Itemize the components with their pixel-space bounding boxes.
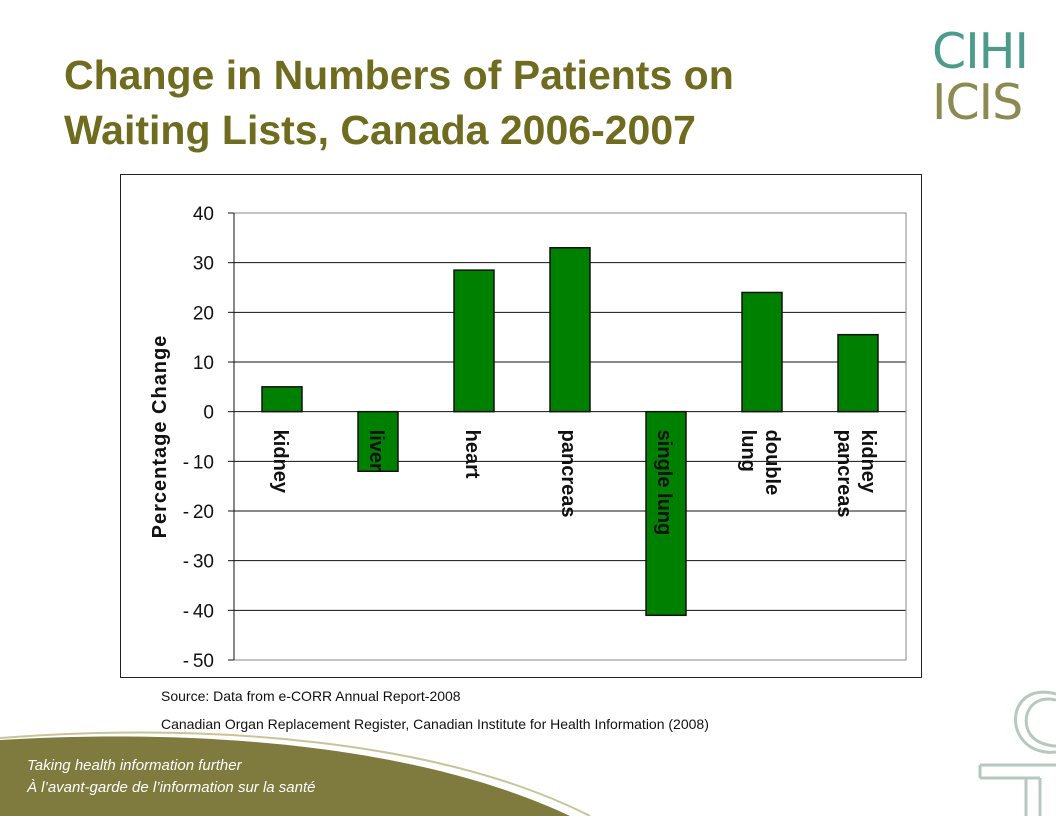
- cihi-emblem-outline: [978, 690, 1056, 816]
- cihi-logo: CIHI ICIS: [932, 26, 1032, 128]
- y-tick-label: 10: [193, 353, 214, 374]
- source-line-1: Source: Data from e-CORR Annual Report-2…: [161, 688, 461, 704]
- y-tick-label: - 10: [183, 452, 214, 473]
- category-label: single lung: [653, 430, 675, 536]
- category-label: kidney: [857, 430, 879, 494]
- category-label: double: [761, 430, 783, 496]
- y-tick-label: - 30: [183, 552, 214, 573]
- y-axis-label: Percentage Change: [149, 335, 171, 539]
- tagline-english: Taking health information further: [27, 757, 242, 774]
- olive-band: [0, 736, 570, 816]
- chart-frame: [120, 174, 922, 678]
- title-line-1: Change in Numbers of Patients on: [64, 52, 734, 98]
- y-tick-label: - 40: [183, 601, 214, 622]
- logo-text-cihi: CIHI: [932, 23, 1029, 80]
- bar-double-lung: [741, 291, 783, 413]
- bar-liver: [357, 410, 399, 473]
- bar-heart: [453, 269, 495, 413]
- y-tick-label: 0: [203, 403, 214, 424]
- category-label: liver: [365, 430, 387, 471]
- bar-chart: 40 30 20 10 0 - 10 - 20 - 30 - 40 - 50 Percentage …: [149, 204, 907, 672]
- bar-pancreas: [549, 247, 591, 413]
- y-tick-label: 30: [193, 254, 214, 275]
- title-line-2: Waiting Lists, Canada 2006-2007: [64, 107, 696, 153]
- y-tick-label: 20: [193, 303, 214, 324]
- category-label: pancreas: [833, 430, 855, 518]
- category-label: pancreas: [557, 430, 579, 518]
- band-highlight-curve: [0, 731, 591, 816]
- category-label: heart: [461, 430, 483, 479]
- bar-kidney: [261, 386, 303, 413]
- source-line-2: Canadian Organ Replacement Register, Can…: [161, 716, 709, 732]
- tagline-french: À l’avant-garde de l’information sur la …: [27, 779, 316, 796]
- logo-text-icis: ICIS: [932, 74, 1023, 131]
- category-label: kidney: [269, 430, 291, 494]
- y-tick-label: 40: [193, 204, 214, 225]
- slide-title: Change in Numbers of Patients on Waiting…: [64, 48, 884, 158]
- bar-single-lung: [645, 410, 687, 617]
- y-tick-label: - 50: [183, 651, 214, 672]
- y-tick-label: - 20: [183, 502, 214, 523]
- category-label: lung: [737, 430, 759, 472]
- bar-kidney-pancreas: [837, 333, 879, 413]
